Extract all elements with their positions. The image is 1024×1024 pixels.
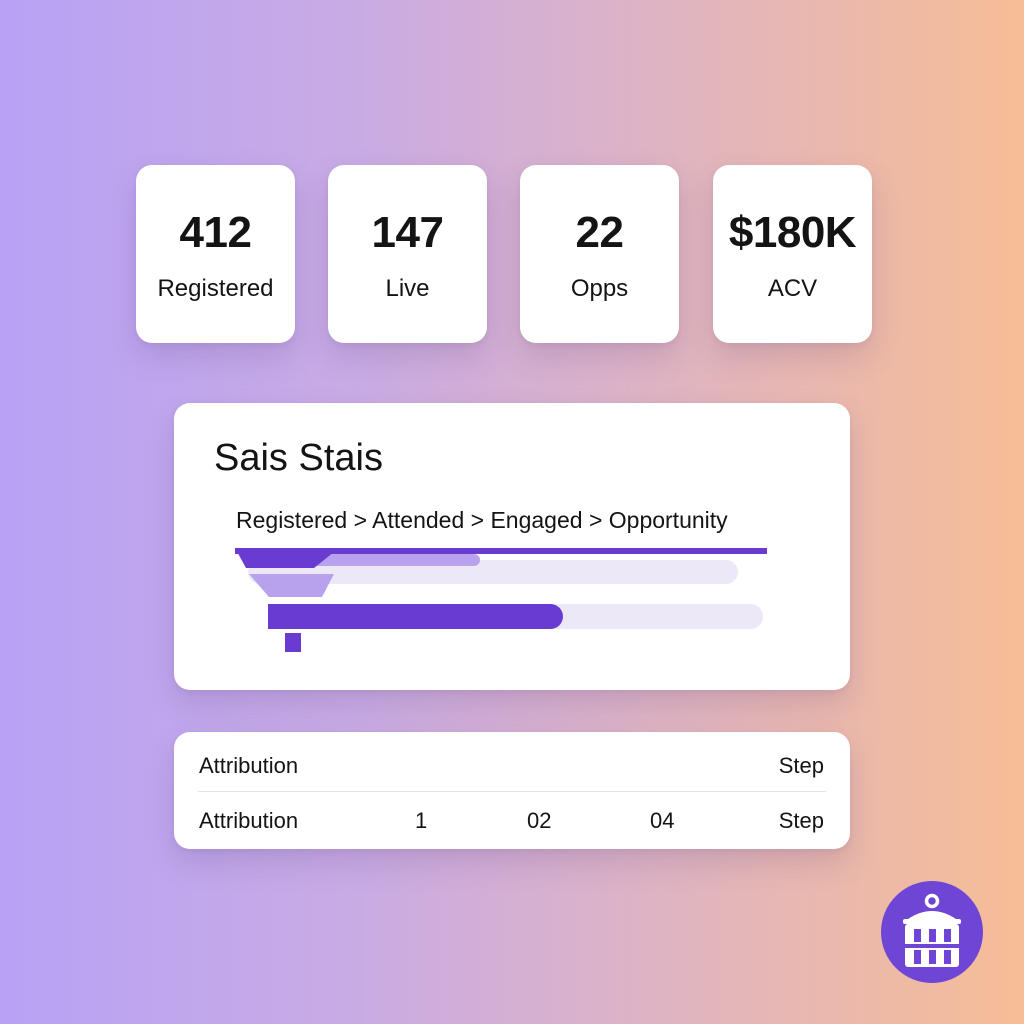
stat-label: ACV — [767, 275, 818, 302]
row-value-1: 1 — [415, 808, 428, 833]
funnel-chart — [235, 548, 767, 652]
stat-value: 147 — [371, 208, 444, 257]
stat-value: 22 — [575, 208, 624, 257]
table-header-attribution: Attribution — [199, 753, 299, 778]
row-value-3: 04 — [650, 808, 675, 833]
funnel-bar-3-start — [268, 604, 288, 629]
row-value-2: 02 — [527, 808, 552, 833]
stat-label: Opps — [570, 275, 629, 302]
stat-value: $180K — [728, 208, 857, 257]
stat-card-live: 147 Live — [328, 165, 487, 343]
funnel-bar-1 — [235, 548, 767, 554]
stat-card-registered: 412 Registered — [136, 165, 295, 343]
stat-card-acv: $180K ACV — [713, 165, 872, 343]
funnel-bar-3 — [268, 604, 563, 629]
funnel-stages-label: Registered > Attended > Engaged > Opport… — [236, 507, 728, 533]
table-header-step: Step — [778, 753, 824, 778]
stat-value: 412 — [179, 208, 252, 257]
row-label: Attribution — [199, 808, 299, 833]
funnel-card: Sais Stais Registered > Attended > Engag… — [174, 403, 850, 690]
stat-card-opps: 22 Opps — [520, 165, 679, 343]
stat-label: Live — [385, 275, 430, 302]
attribution-table: Attribution Step Attribution 1 02 04 Ste… — [174, 732, 850, 849]
stat-label: Registered — [157, 275, 274, 302]
funnel-segment-1 — [235, 548, 339, 568]
table-divider — [198, 791, 826, 792]
funnel-stem — [285, 633, 301, 652]
lighthouse-icon — [881, 881, 983, 983]
funnel-title: Sais Stais — [214, 437, 383, 479]
row-step: Step — [778, 808, 824, 833]
funnel-segment-2 — [249, 574, 334, 597]
